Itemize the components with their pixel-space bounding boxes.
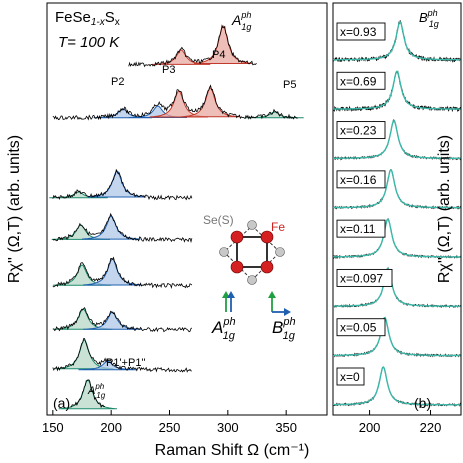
fit-line xyxy=(333,317,461,357)
temperature-label: T= 100 K xyxy=(58,34,120,51)
panel-b-y-label: Rχ'' (Ω,T) (arb. units) xyxy=(436,135,453,283)
concentration-text: x=0.23 xyxy=(340,124,377,138)
raw-spectrum xyxy=(70,379,106,409)
peak-label-p2: P2 xyxy=(111,76,124,88)
peak-label-p3: P3 xyxy=(162,64,175,76)
concentration-text: x=0.69 xyxy=(340,74,377,88)
fit-line xyxy=(333,21,461,61)
fit-line xyxy=(333,366,461,406)
fe-square xyxy=(236,236,268,268)
b-spectrum-x=0.16 xyxy=(332,169,461,210)
spectrum-x=0.93 xyxy=(128,24,257,68)
raw-spectrum xyxy=(128,24,257,68)
se-label: Se(S) xyxy=(203,213,234,227)
concentration-label: x=0.69 xyxy=(336,71,386,90)
fit-peak xyxy=(193,25,253,64)
concentration-label: x=0.097 xyxy=(336,268,393,287)
concentration-labels: x=0.93 x=0.69 x=0.23 x=0.16 x=0.11 x=0.097 x=0… xyxy=(336,22,393,386)
panel-a-frame xyxy=(46,2,328,416)
concentration-text: x=0.05 xyxy=(340,321,377,335)
spectrum-x=0.23 xyxy=(49,169,193,201)
b-spectrum-x=0.69 xyxy=(332,70,461,113)
spectrum-x=0.69 xyxy=(52,84,304,121)
concentration-label: x=0.23 xyxy=(336,121,386,140)
x-tick-label: 200 xyxy=(359,420,381,435)
panel-b-label: (b) xyxy=(414,395,431,411)
panel-b-frame xyxy=(332,2,462,416)
x-tick-label: 250 xyxy=(159,420,181,435)
x-tick-label: 220 xyxy=(420,420,442,435)
concentration-label: x=0.05 xyxy=(336,318,386,337)
spectrum-x=0 xyxy=(58,379,117,410)
fit-line xyxy=(333,267,461,307)
concentration-label: x=0 xyxy=(336,367,365,386)
spectrum-x=0.097 xyxy=(52,307,193,333)
spectrum-x=0.11 xyxy=(52,256,193,290)
raw-spectrum xyxy=(52,307,193,333)
b-spectrum-x=0.11 xyxy=(332,218,461,260)
crystal-structure-inset: Se(S) Fe Aph 1g Bph 1g xyxy=(203,213,296,342)
x-tick-label: 300 xyxy=(217,420,239,435)
x-tick-label: 200 xyxy=(100,420,122,435)
peak-label-p5: P5 xyxy=(283,79,296,91)
panel-b-spectra xyxy=(332,20,461,407)
compound-label: FeSe1-xSx xyxy=(55,9,120,28)
concentration-text: x=0.097 xyxy=(340,271,383,285)
arrow-head xyxy=(227,291,235,298)
raw-spectrum xyxy=(52,169,193,201)
se-atom xyxy=(247,220,257,230)
raw-spectrum xyxy=(52,256,193,290)
concentration-label: x=0.11 xyxy=(336,219,386,238)
fit-line xyxy=(333,218,461,258)
fit-peak xyxy=(87,170,147,198)
peak-label-p1: P1'+P1'' xyxy=(106,357,146,369)
concentration-label: x=0.16 xyxy=(336,170,386,189)
panel-a-x-ticks: 150 200 250 300 350 xyxy=(42,410,297,435)
spectrum-x=0.16 xyxy=(51,212,193,244)
panel-a-label: (a) xyxy=(53,395,70,411)
b-spectrum-x=0.23 xyxy=(332,118,461,161)
se-atom xyxy=(247,275,257,285)
arrow-head xyxy=(284,308,291,316)
b1g-inset-label: Bph 1g xyxy=(272,316,296,342)
b1g-label: Bph 1g xyxy=(419,8,439,29)
fe-atom xyxy=(230,260,244,274)
panel-a-spectra xyxy=(49,24,304,410)
x-axis-label: Raman Shift Ω (cm⁻¹) xyxy=(155,442,310,459)
fit-line xyxy=(333,70,461,110)
fe-atom xyxy=(260,260,274,274)
spectrum-x=0.05 xyxy=(52,338,192,373)
a1g-inset-label: Aph 1g xyxy=(211,316,236,342)
b-spectrum-x=0.097 xyxy=(332,267,461,309)
raw-spectrum xyxy=(52,212,193,244)
se-atom xyxy=(275,247,285,257)
fit-line xyxy=(333,119,461,160)
fe-label: Fe xyxy=(271,220,285,234)
concentration-text: x=0.11 xyxy=(340,222,376,236)
fe-atom xyxy=(230,230,244,244)
a1g-bottom-label: Aph 1g xyxy=(87,382,106,400)
fit-peak xyxy=(181,87,240,118)
b-spectrum-x=0.93 xyxy=(332,20,461,63)
concentration-label: x=0.93 xyxy=(336,22,386,41)
concentration-text: x=0 xyxy=(340,370,360,384)
arrow-head xyxy=(268,291,276,298)
panel-b-x-ticks: 200 220 xyxy=(359,410,442,435)
raw-spectrum xyxy=(52,84,298,121)
b-spectrum-x=0 xyxy=(332,366,461,407)
panel-a-y-label: Rχ'' (Ω,T) (arb. units) xyxy=(6,135,23,283)
a1g-top-label: Aph 1g xyxy=(231,10,251,32)
b-spectrum-x=0.05 xyxy=(332,316,461,358)
x-tick-label: 150 xyxy=(42,420,64,435)
peak-label-p4: P4 xyxy=(212,49,225,61)
se-atom xyxy=(219,247,229,257)
concentration-text: x=0.93 xyxy=(340,25,377,39)
raw-spectrum xyxy=(52,338,192,373)
concentration-text: x=0.16 xyxy=(340,173,377,187)
x-tick-label: 350 xyxy=(275,420,297,435)
fit-line xyxy=(333,169,461,209)
fe-atom xyxy=(260,230,274,244)
